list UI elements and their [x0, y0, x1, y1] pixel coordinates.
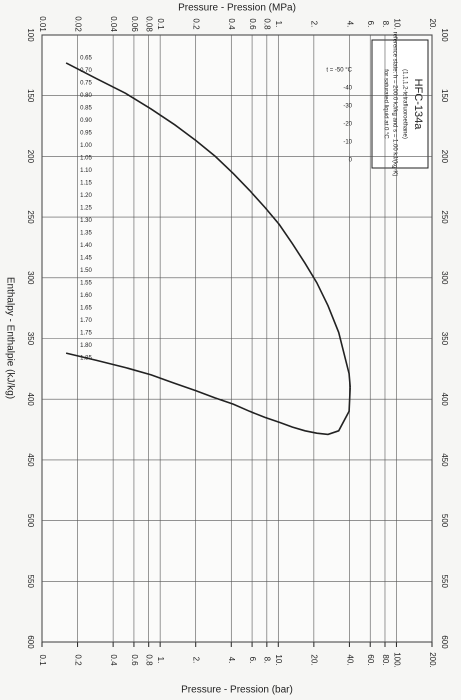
entropy-label: 1.20: [80, 193, 92, 199]
entropy-label: 0.75: [80, 81, 92, 87]
isotherm-label: -10: [343, 140, 352, 146]
entropy-label: 1.15: [80, 181, 92, 187]
y-tick-label: 350: [26, 332, 35, 346]
entropy-label: 1.85: [80, 356, 92, 362]
x-tick-label: 0.8: [263, 18, 272, 30]
y-tick-label: 150: [440, 89, 449, 103]
isotherm-label: -40: [343, 86, 352, 92]
saturation-line: [65, 62, 351, 388]
y-tick-label: 350: [440, 332, 449, 346]
y-tick-label: 200: [440, 150, 449, 164]
info-box: [371, 39, 429, 169]
x-tick-label: 8.: [381, 21, 390, 28]
chart-title: HFC-134a: [412, 79, 424, 131]
x2-tick-label: 80.: [381, 654, 390, 665]
entropy-label: 0.65: [80, 56, 92, 62]
isotherm-label: t = -50 °C: [326, 68, 352, 74]
entropy-label: 0.85: [80, 106, 92, 112]
isotherm-label: 0: [349, 158, 353, 164]
y-tick-label: 400: [440, 393, 449, 407]
x2-tick-label: 1.: [156, 657, 165, 664]
x-tick-label: 0.1: [156, 18, 165, 30]
x-tick-label: 0.08: [145, 16, 154, 32]
y-tick-label: 450: [26, 453, 35, 467]
x2-tick-label: 10.: [274, 654, 283, 665]
y-tick-label: 450: [440, 453, 449, 467]
y-tick-label: 550: [440, 575, 449, 589]
entropy-label: 1.30: [80, 218, 92, 224]
entropy-label: 1.80: [80, 343, 92, 349]
x-tick-label: 0.6: [248, 18, 257, 30]
entropy-label: 1.55: [80, 281, 92, 287]
y-tick-label: 100: [26, 28, 35, 42]
x-axis-title-top: Pressure - Pression (MPa): [178, 3, 296, 14]
entropy-label: 1.25: [80, 206, 92, 212]
y-tick-label: 150: [26, 89, 35, 103]
y-tick-label: 550: [26, 575, 35, 589]
entropy-label: 0.90: [80, 118, 92, 124]
entropy-label: 1.60: [80, 293, 92, 299]
y-tick-label: 100: [440, 28, 449, 42]
x2-tick-label: 0.8: [145, 654, 154, 666]
entropy-label: 1.45: [80, 256, 92, 262]
x-tick-label: 0.04: [109, 16, 118, 32]
x2-tick-label: 20.: [310, 654, 319, 665]
x2-tick-label: 0.1: [38, 654, 47, 666]
entropy-label: 1.10: [80, 168, 92, 174]
x-tick-label: 4.: [345, 21, 354, 28]
y-tick-label: 200: [26, 150, 35, 164]
y-tick-label: 500: [26, 514, 35, 528]
entropy-label: 1.35: [80, 231, 92, 237]
x-tick-label: 6.: [366, 21, 375, 28]
x-tick-label: 0.02: [73, 16, 82, 32]
entropy-label: 1.00: [80, 143, 92, 149]
x-axis-title-bottom: Pressure - Pression (bar): [181, 685, 293, 696]
entropy-label: 0.70: [80, 68, 92, 74]
isotherm-label: -30: [343, 104, 352, 110]
entropy-label: 1.75: [80, 331, 92, 337]
y-tick-label: 300: [26, 271, 35, 285]
entropy-label: 1.05: [80, 156, 92, 162]
x2-tick-label: 4.: [227, 657, 236, 664]
x2-tick-label: 60.: [366, 654, 375, 665]
x2-tick-label: 0.2: [73, 654, 82, 666]
x-tick-label: 0.4: [227, 18, 236, 30]
x-tick-label: 0.2: [192, 18, 201, 30]
x2-tick-label: 8.: [263, 657, 272, 664]
x2-tick-label: 40.: [345, 654, 354, 665]
x-tick-label: 0.01: [38, 16, 47, 32]
x2-tick-label: 0.6: [130, 654, 139, 666]
y-tick-label: 250: [440, 210, 449, 224]
x2-tick-label: 2.: [192, 657, 201, 664]
x-tick-label: 2.: [310, 21, 319, 28]
y-tick-label: 500: [440, 514, 449, 528]
note: reference state: h = 200.0 kJ/kg and s =…: [391, 32, 397, 177]
x2-tick-label: 0.4: [109, 654, 118, 666]
chart-subtitle: (1,1,1,2-tetrafluoroethane): [401, 69, 407, 139]
entropy-label: 1.65: [80, 306, 92, 312]
x-tick-label: 10.: [392, 18, 401, 29]
entropy-label: 1.70: [80, 318, 92, 324]
isotherm-label: -20: [343, 122, 352, 128]
x-tick-label: 20.: [428, 18, 437, 29]
y-tick-label: 600: [440, 635, 449, 649]
entropy-label: 0.95: [80, 131, 92, 137]
entropy-label: 0.80: [80, 93, 92, 99]
entropy-label: 1.40: [80, 243, 92, 249]
note: for saturated liquid at 0 °C: [382, 69, 388, 139]
y-tick-label: 600: [26, 635, 35, 649]
y-axis-title: Enthalpy - Enthalpie (kJ/kg): [4, 277, 15, 399]
x-tick-label: 1.: [274, 21, 283, 28]
y-tick-label: 400: [26, 393, 35, 407]
x2-tick-label: 6.: [248, 657, 257, 664]
y-tick-label: 250: [26, 210, 35, 224]
x2-tick-label: 100.: [392, 652, 401, 668]
x2-tick-label: 200.: [428, 652, 437, 668]
y-tick-label: 300: [440, 271, 449, 285]
saturation-line: [65, 352, 351, 436]
entropy-label: 1.50: [80, 268, 92, 274]
x-tick-label: 0.06: [130, 16, 139, 32]
